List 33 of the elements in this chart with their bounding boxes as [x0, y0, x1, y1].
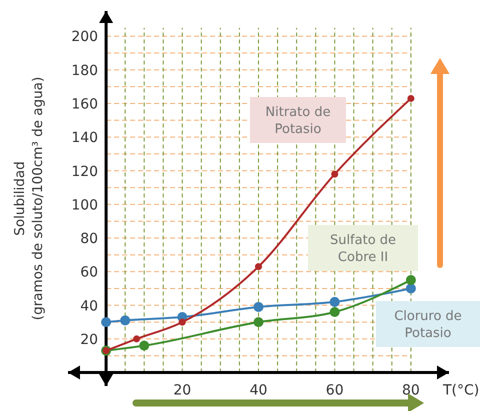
- point: [101, 317, 112, 328]
- y-tick-label: 140: [71, 130, 98, 146]
- x-axis-title: T(°C): [442, 382, 480, 399]
- x-tick-label: 20: [173, 382, 192, 399]
- y-tick-label: 160: [71, 96, 98, 112]
- x-tick-label: 40: [250, 382, 268, 399]
- y-tick-label: 40: [80, 298, 98, 314]
- point: [139, 340, 150, 351]
- y-tick-label: 80: [80, 231, 98, 248]
- point: [406, 283, 416, 294]
- point: [254, 302, 264, 312]
- point: [133, 335, 140, 342]
- point: [330, 307, 340, 318]
- point: [330, 296, 340, 307]
- point: [254, 317, 264, 328]
- y-tick-label: 20: [80, 332, 98, 348]
- x-tick-label: 60: [326, 382, 344, 399]
- x-tick-label: 80: [402, 382, 420, 399]
- text: Nitrato de Potasio: [265, 105, 331, 137]
- series-label: Sulfato de Cobre II: [330, 233, 396, 265]
- point: [255, 263, 262, 270]
- series-label: Cloruro de Potasio: [394, 309, 462, 341]
- y-tick-label: 180: [71, 62, 98, 79]
- point: [331, 170, 338, 178]
- point: [120, 315, 130, 326]
- point: [406, 275, 416, 286]
- y-tick-label: 60: [80, 264, 98, 281]
- y-tick-label: 200: [71, 29, 98, 46]
- y-tick-label: 100: [71, 197, 98, 214]
- point: [178, 318, 186, 326]
- y-axis-title: Solubilidad (gramos de soluto/100cm³ de agua): [12, 76, 46, 320]
- point: [407, 94, 414, 102]
- y-tick-label: 120: [71, 164, 98, 180]
